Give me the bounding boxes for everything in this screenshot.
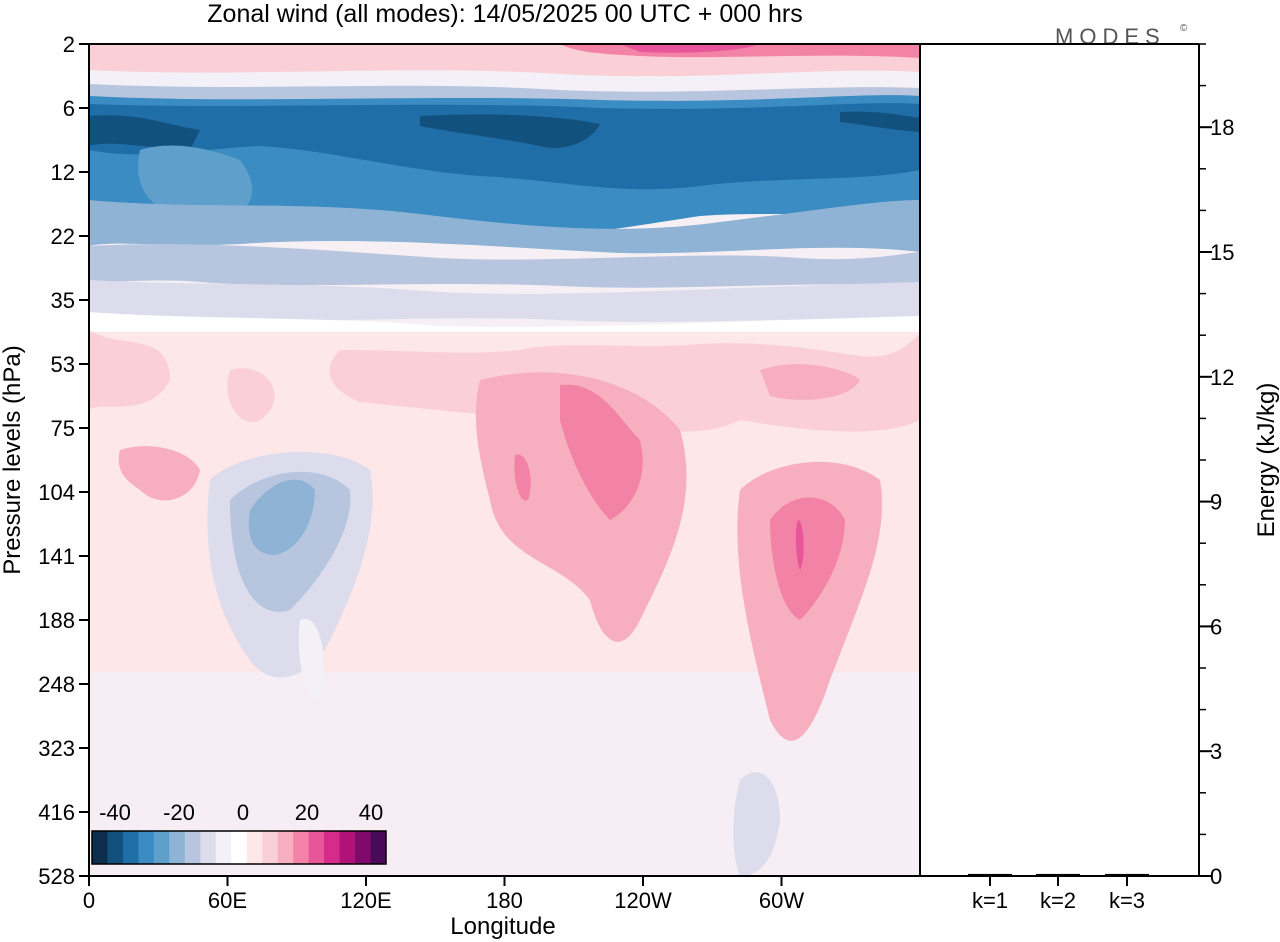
pressure-axis: 2 6 12 22 35 53 75 104 141 188 248 323 416 528 [38, 32, 89, 889]
x-tick-label: 60E [208, 888, 247, 913]
colorbar-swatch [324, 831, 341, 864]
y-tick-label: 104 [38, 480, 75, 505]
colorbar-swatch [169, 831, 186, 864]
y-tick-label: 416 [38, 800, 75, 825]
colorbar-swatch [122, 831, 139, 864]
colorbar-swatch [246, 831, 263, 864]
energy-bar [968, 873, 1012, 876]
energy-axis: 0 3 6 9 12 15 18 [1199, 43, 1234, 889]
x-tick-label: 0 [83, 888, 95, 913]
colorbar-frame [91, 830, 387, 865]
colorbar-label: 20 [295, 800, 319, 825]
wind-field [89, 44, 920, 876]
y-tick-label: 188 [38, 608, 75, 633]
x-tick-label: 120W [614, 888, 672, 913]
x-axis-label: Longitude [450, 913, 555, 940]
colorbar-swatch [215, 831, 232, 864]
colorbar-label: 0 [237, 800, 249, 825]
y-tick-label: 22 [51, 224, 75, 249]
energy-category-label: k=2 [1040, 888, 1076, 913]
y-tick-label: 2 [63, 32, 75, 57]
x-tick-label: 60W [759, 888, 804, 913]
colorbar-swatch [370, 831, 387, 864]
y-tick-label: 6 [63, 96, 75, 121]
colorbar-swatch [355, 831, 372, 864]
y-tick-label: 53 [51, 352, 75, 377]
energy-bars: k=1 k=2 k=3 [968, 873, 1149, 913]
energy-category-label: k=3 [1109, 888, 1145, 913]
y2-tick-label: 3 [1210, 739, 1222, 764]
y-tick-label: 12 [51, 160, 75, 185]
colorbar-label: -40 [99, 800, 131, 825]
energy-category-label: k=1 [972, 888, 1008, 913]
x-tick-label: 180 [486, 888, 523, 913]
colorbar-swatch [200, 831, 217, 864]
y2-tick-label: 0 [1210, 864, 1222, 889]
colorbar: -40 -20 0 20 40 [91, 800, 387, 865]
colorbar-swatch [293, 831, 310, 864]
y-tick-label: 323 [38, 736, 75, 761]
x-tick-label: 120E [340, 888, 391, 913]
energy-bar [1036, 873, 1080, 876]
longitude-axis: 0 60E 120E 180 120W 60W [83, 876, 804, 913]
colorbar-swatch [153, 831, 170, 864]
y2-axis-label: Energy (kJ/kg) [1253, 383, 1280, 538]
colorbar-swatch [107, 831, 124, 864]
y-tick-label: 248 [38, 672, 75, 697]
y2-tick-label: 18 [1210, 115, 1234, 140]
colorbar-swatch [277, 831, 294, 864]
y2-tick-label: 12 [1210, 365, 1234, 390]
y-axis-label: Pressure levels (hPa) [0, 345, 26, 574]
y-tick-label: 528 [38, 864, 75, 889]
modes-logo: MODES [1055, 24, 1166, 49]
colorbar-swatch [92, 831, 108, 864]
colorbar-swatch [262, 831, 279, 864]
modes-logo-mark: © [1180, 23, 1188, 34]
energy-bar [1105, 873, 1149, 876]
y2-tick-label: 6 [1210, 614, 1222, 639]
y-tick-label: 75 [51, 416, 75, 441]
colorbar-swatch [339, 831, 356, 864]
y2-tick-label: 15 [1210, 240, 1234, 265]
y2-tick-label: 9 [1210, 490, 1222, 515]
y-tick-label: 35 [51, 288, 75, 313]
y-tick-label: 141 [38, 544, 75, 569]
colorbar-swatch [184, 831, 201, 864]
colorbar-swatch [231, 831, 248, 864]
chart-title: Zonal wind (all modes): 14/05/2025 00 UT… [207, 0, 802, 28]
colorbar-swatch [308, 831, 325, 864]
colorbar-swatch [138, 831, 155, 864]
colorbar-label: 40 [359, 800, 383, 825]
colorbar-label: -20 [163, 800, 195, 825]
